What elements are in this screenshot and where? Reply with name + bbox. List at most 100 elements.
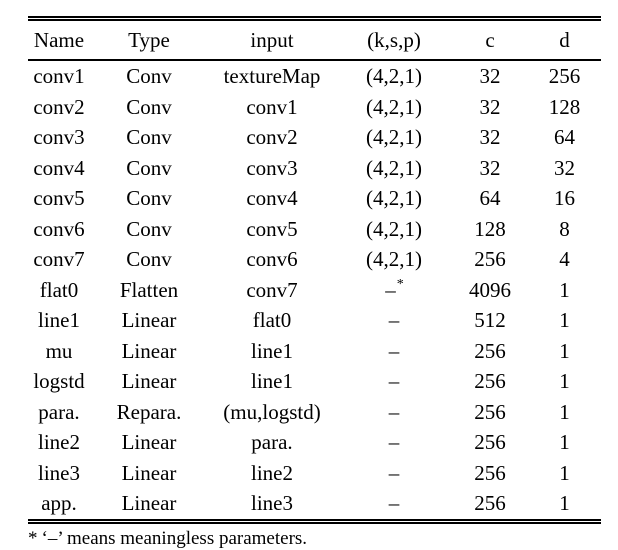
table-row: conv5 Conv conv4 (4,2,1) 64 16 bbox=[28, 183, 601, 214]
column-header: d bbox=[528, 18, 601, 61]
table-cell: Conv bbox=[126, 155, 172, 180]
table-cell: 1 bbox=[559, 277, 570, 302]
table-cell: 1 bbox=[559, 460, 570, 485]
table-cell: – bbox=[388, 491, 400, 515]
table-cell: 256 bbox=[474, 369, 506, 393]
table-cell: 1 bbox=[559, 308, 570, 332]
table-row: conv3 Conv conv2 (4,2,1) 32 64 bbox=[28, 122, 601, 153]
column-header: (k,s,p) bbox=[336, 18, 452, 61]
table-row: conv2 Conv conv1 (4,2,1) 32 128 bbox=[28, 92, 601, 123]
header-row: Name Type input (k,s,p) c d bbox=[28, 18, 601, 61]
footnote-reference-asterisk: * bbox=[396, 276, 404, 292]
table-row: line3 Linear line2 – 256 1 bbox=[28, 458, 601, 489]
table-cell: 256 bbox=[474, 338, 506, 363]
column-header: Name bbox=[28, 18, 90, 61]
table-cell: (4,2,1) bbox=[366, 155, 422, 180]
table-cell: – bbox=[388, 430, 400, 454]
table-cell: mu bbox=[45, 338, 73, 363]
table-row: flat0 Flatten conv7 –* 4096 1 bbox=[28, 275, 601, 306]
table-cell: 32 bbox=[554, 155, 575, 180]
table-cell: 16 bbox=[554, 186, 575, 210]
table-row: line1 Linear flat0 – 512 1 bbox=[28, 305, 601, 336]
table-cell: Conv bbox=[126, 94, 172, 119]
table-cell: 4096 bbox=[469, 277, 511, 302]
table-cell: textureMap bbox=[223, 64, 321, 88]
table-cell: line3 bbox=[251, 491, 293, 515]
table-cell: 64 bbox=[479, 186, 501, 210]
table-cell: conv7 bbox=[33, 247, 85, 271]
table-cell: 256 bbox=[548, 64, 581, 88]
table-body: conv1 Conv textureMap (4,2,1) 32 256 conv2 Conv… bbox=[28, 60, 601, 521]
footnote-marker: * bbox=[28, 527, 38, 549]
table-cell: 128 bbox=[548, 94, 581, 119]
table-cell: Conv bbox=[126, 216, 172, 241]
table-cell: 256 bbox=[474, 460, 506, 485]
table-cell: 128 bbox=[474, 216, 506, 241]
table-row: logstd Linear line1 – 256 1 bbox=[28, 366, 601, 397]
table-cell: app. bbox=[41, 491, 77, 515]
table-cell: –* bbox=[385, 276, 404, 302]
table-cell: 256 bbox=[474, 247, 506, 271]
table-cell: Linear bbox=[121, 430, 177, 454]
table-cell: (4,2,1) bbox=[366, 186, 422, 210]
table-cell: Linear bbox=[121, 338, 177, 363]
column-header: Type bbox=[90, 18, 208, 61]
table-row: conv6 Conv conv5 (4,2,1) 128 8 bbox=[28, 214, 601, 245]
table-cell: 1 bbox=[559, 491, 570, 515]
table-cell: Linear bbox=[121, 491, 177, 515]
table-cell: 8 bbox=[559, 216, 570, 241]
table-cell: conv6 bbox=[246, 247, 298, 271]
table-row: conv1 Conv textureMap (4,2,1) 32 256 bbox=[28, 60, 601, 92]
column-header: input bbox=[208, 18, 336, 61]
table-row: app. Linear line3 – 256 1 bbox=[28, 488, 601, 521]
table-cell: 32 bbox=[479, 125, 501, 149]
table-cell: (4,2,1) bbox=[366, 216, 422, 241]
table-cell: conv4 bbox=[246, 186, 298, 210]
table-cell: conv3 bbox=[33, 125, 85, 149]
table-cell: (4,2,1) bbox=[366, 125, 422, 149]
table-cell: 1 bbox=[559, 338, 570, 363]
table-cell: – bbox=[388, 308, 400, 332]
table-cell: (mu,logstd) bbox=[223, 399, 321, 424]
table-cell: 256 bbox=[474, 491, 506, 515]
table-cell: logstd bbox=[33, 369, 85, 393]
table-cell: – bbox=[388, 369, 400, 393]
table-cell: conv5 bbox=[246, 216, 298, 241]
table-cell: Flatten bbox=[119, 277, 179, 302]
table-cell: Conv bbox=[126, 186, 172, 210]
table-cell: conv2 bbox=[246, 125, 298, 149]
table-cell: Conv bbox=[126, 125, 172, 149]
table-cell: conv1 bbox=[33, 64, 85, 88]
table-cell: line1 bbox=[251, 338, 293, 363]
table-cell: line1 bbox=[251, 369, 293, 393]
table-row: conv7 Conv conv6 (4,2,1) 256 4 bbox=[28, 244, 601, 275]
table-cell: Conv bbox=[126, 247, 172, 271]
table-footnote: * ‘–’ means meaningless parameters. bbox=[28, 528, 618, 550]
table-cell: 4 bbox=[559, 247, 570, 271]
table-cell: Linear bbox=[121, 460, 177, 485]
table-cell: conv1 bbox=[246, 94, 298, 119]
table-cell: conv5 bbox=[33, 186, 85, 210]
table-cell: conv7 bbox=[246, 277, 298, 302]
table-row: mu Linear line1 – 256 1 bbox=[28, 336, 601, 367]
table-cell: – bbox=[388, 338, 400, 363]
table-cell: (4,2,1) bbox=[366, 64, 422, 88]
table-cell: conv2 bbox=[33, 94, 85, 119]
table-cell: – bbox=[388, 460, 400, 485]
table-cell: 64 bbox=[554, 125, 575, 149]
table-cell: line2 bbox=[251, 460, 293, 485]
table-row: conv4 Conv conv3 (4,2,1) 32 32 bbox=[28, 153, 601, 184]
column-header: c bbox=[452, 18, 528, 61]
table-cell: Linear bbox=[121, 369, 177, 393]
table-cell: flat0 bbox=[252, 308, 292, 332]
table-cell: conv6 bbox=[33, 216, 85, 241]
table-cell: 32 bbox=[479, 64, 501, 88]
footnote-text: ‘–’ means meaningless parameters. bbox=[41, 527, 308, 549]
table-cell: para. bbox=[38, 399, 80, 424]
table-cell: conv3 bbox=[246, 155, 298, 180]
table-cell: – bbox=[388, 399, 400, 424]
table-cell: line3 bbox=[38, 460, 80, 485]
table-cell: 512 bbox=[474, 308, 506, 332]
table-cell: para. bbox=[251, 430, 293, 454]
